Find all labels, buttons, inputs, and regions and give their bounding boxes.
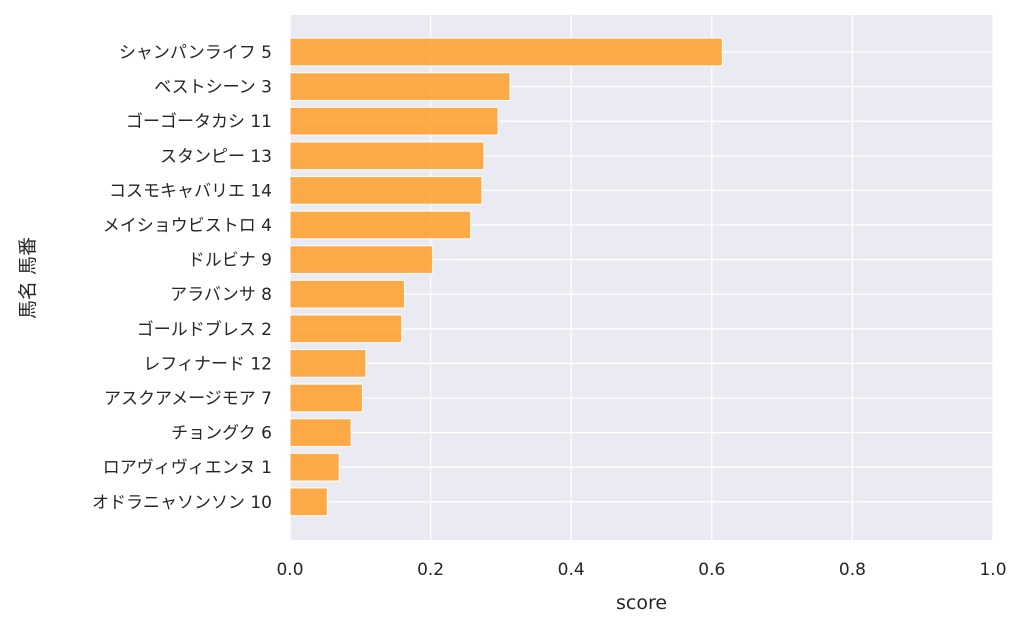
bar bbox=[289, 72, 511, 101]
x-axis-title: score bbox=[616, 592, 667, 614]
bar bbox=[289, 452, 340, 482]
bar bbox=[289, 418, 352, 447]
bar bbox=[289, 279, 406, 309]
bar bbox=[289, 314, 403, 344]
y-tick-label: コスモキャバリエ 14 bbox=[109, 181, 272, 201]
y-tick-label: オドラニャソンソン 10 bbox=[92, 493, 272, 513]
y-tick-label: アラバンサ 8 bbox=[170, 285, 272, 305]
x-tick-label: 1.0 bbox=[979, 560, 1006, 580]
bar bbox=[289, 176, 483, 205]
y-tick-label: ロアヴィヴィエンヌ 1 bbox=[103, 458, 272, 478]
y-axis-title: 馬名 馬番 bbox=[17, 237, 39, 319]
y-tick-label: アスクアメージモア 7 bbox=[104, 389, 272, 409]
y-tick-label: レフィナード 12 bbox=[143, 354, 272, 374]
y-tick-label: チョングク 6 bbox=[171, 424, 272, 444]
x-tick-labels: 0.0 0.2 0.4 0.6 0.8 1.0 bbox=[276, 560, 1006, 580]
bar bbox=[289, 141, 485, 171]
bar bbox=[289, 37, 723, 67]
x-tick-label: 0.8 bbox=[839, 560, 866, 580]
x-tick-label: 0.2 bbox=[417, 560, 444, 580]
bar bbox=[289, 210, 472, 240]
x-tick-label: 0.4 bbox=[558, 560, 585, 580]
plot-background bbox=[290, 15, 993, 540]
bar bbox=[289, 383, 363, 413]
y-tick-label: シャンパンライフ 5 bbox=[119, 43, 272, 63]
y-tick-label: スタンピー 13 bbox=[160, 147, 272, 167]
bar bbox=[289, 106, 499, 136]
y-tick-labels: シャンパンライフ 5 ベストシーン 3 ゴーゴータカシ 11 スタンピー 13 コスモキ… bbox=[92, 43, 272, 513]
bar bbox=[289, 349, 367, 378]
bars bbox=[289, 37, 723, 517]
y-tick-label: ゴールドブレス 2 bbox=[137, 319, 272, 340]
x-tick-label: 0.0 bbox=[276, 560, 303, 580]
y-tick-label: ドルビナ 9 bbox=[188, 251, 272, 271]
y-tick-label: ベストシーン 3 bbox=[154, 78, 272, 98]
bar bbox=[289, 245, 434, 274]
bar bbox=[289, 487, 328, 517]
y-tick-label: ゴーゴータカシ 11 bbox=[126, 111, 272, 132]
y-tick-label: メイショウビストロ 4 bbox=[103, 216, 272, 236]
x-tick-label: 0.6 bbox=[698, 560, 725, 580]
